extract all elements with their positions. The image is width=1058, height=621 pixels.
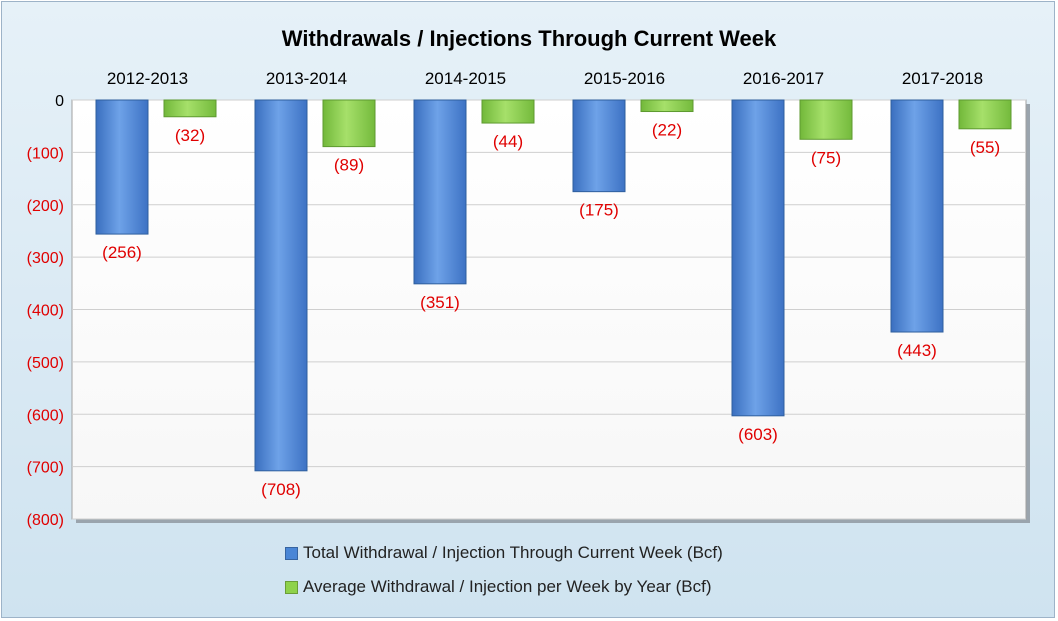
- y-tick-label: (500): [27, 355, 64, 372]
- y-tick-label: (600): [27, 407, 64, 424]
- y-tick-label: (300): [27, 250, 64, 267]
- category-label: 2013-2014: [266, 69, 347, 88]
- legend-item-average: Average Withdrawal / Injection per Week …: [285, 576, 712, 598]
- data-label-total: (351): [420, 293, 460, 312]
- bar-total: [254, 99, 308, 472]
- bar-total: [731, 99, 785, 417]
- data-label-total: (708): [261, 480, 301, 499]
- category-label: 2016-2017: [743, 69, 824, 88]
- data-label-total: (175): [579, 201, 619, 220]
- y-tick-label: (800): [27, 512, 64, 529]
- category-label: 2015-2016: [584, 69, 665, 88]
- bar-average: [322, 99, 376, 148]
- legend-label-total: Total Withdrawal / Injection Through Cur…: [303, 543, 723, 562]
- bar-total: [572, 99, 626, 193]
- category-label: 2014-2015: [425, 69, 506, 88]
- data-label-average: (75): [811, 148, 841, 167]
- y-tick-label: (200): [27, 198, 64, 215]
- bar-average: [163, 99, 217, 118]
- data-label-average: (89): [334, 156, 364, 175]
- data-label-average: (22): [652, 121, 682, 140]
- bar-average: [799, 99, 853, 140]
- y-tick-label: (700): [27, 460, 64, 477]
- y-tick-label: (100): [27, 145, 64, 162]
- data-label-total: (603): [738, 425, 778, 444]
- y-tick-label: 0: [55, 93, 64, 110]
- bar-average: [958, 99, 1012, 130]
- data-label-total: (256): [102, 243, 142, 262]
- bar-total: [890, 99, 944, 333]
- legend-item-total: Total Withdrawal / Injection Through Cur…: [285, 542, 723, 564]
- chart-plot: 0 (100) (200) (300) (400) (500) (600) (700) (800…: [27, 69, 1030, 529]
- data-label-average: (44): [493, 132, 523, 151]
- bar-average: [640, 99, 694, 113]
- legend-label-average: Average Withdrawal / Injection per Week …: [303, 577, 712, 596]
- legend-swatch-average: [285, 580, 298, 594]
- data-label-average: (55): [970, 138, 1000, 157]
- y-tick-label: (400): [27, 303, 64, 320]
- bar-total: [413, 99, 467, 285]
- legend-swatch-total: [285, 546, 298, 560]
- data-label-total: (443): [897, 341, 937, 360]
- chart-title: Withdrawals / Injections Through Current…: [281, 26, 777, 51]
- bar-total: [95, 99, 149, 235]
- bar-average: [481, 99, 535, 124]
- data-label-average: (32): [175, 126, 205, 145]
- category-label: 2017-2018: [902, 69, 983, 88]
- category-label: 2012-2013: [107, 69, 188, 88]
